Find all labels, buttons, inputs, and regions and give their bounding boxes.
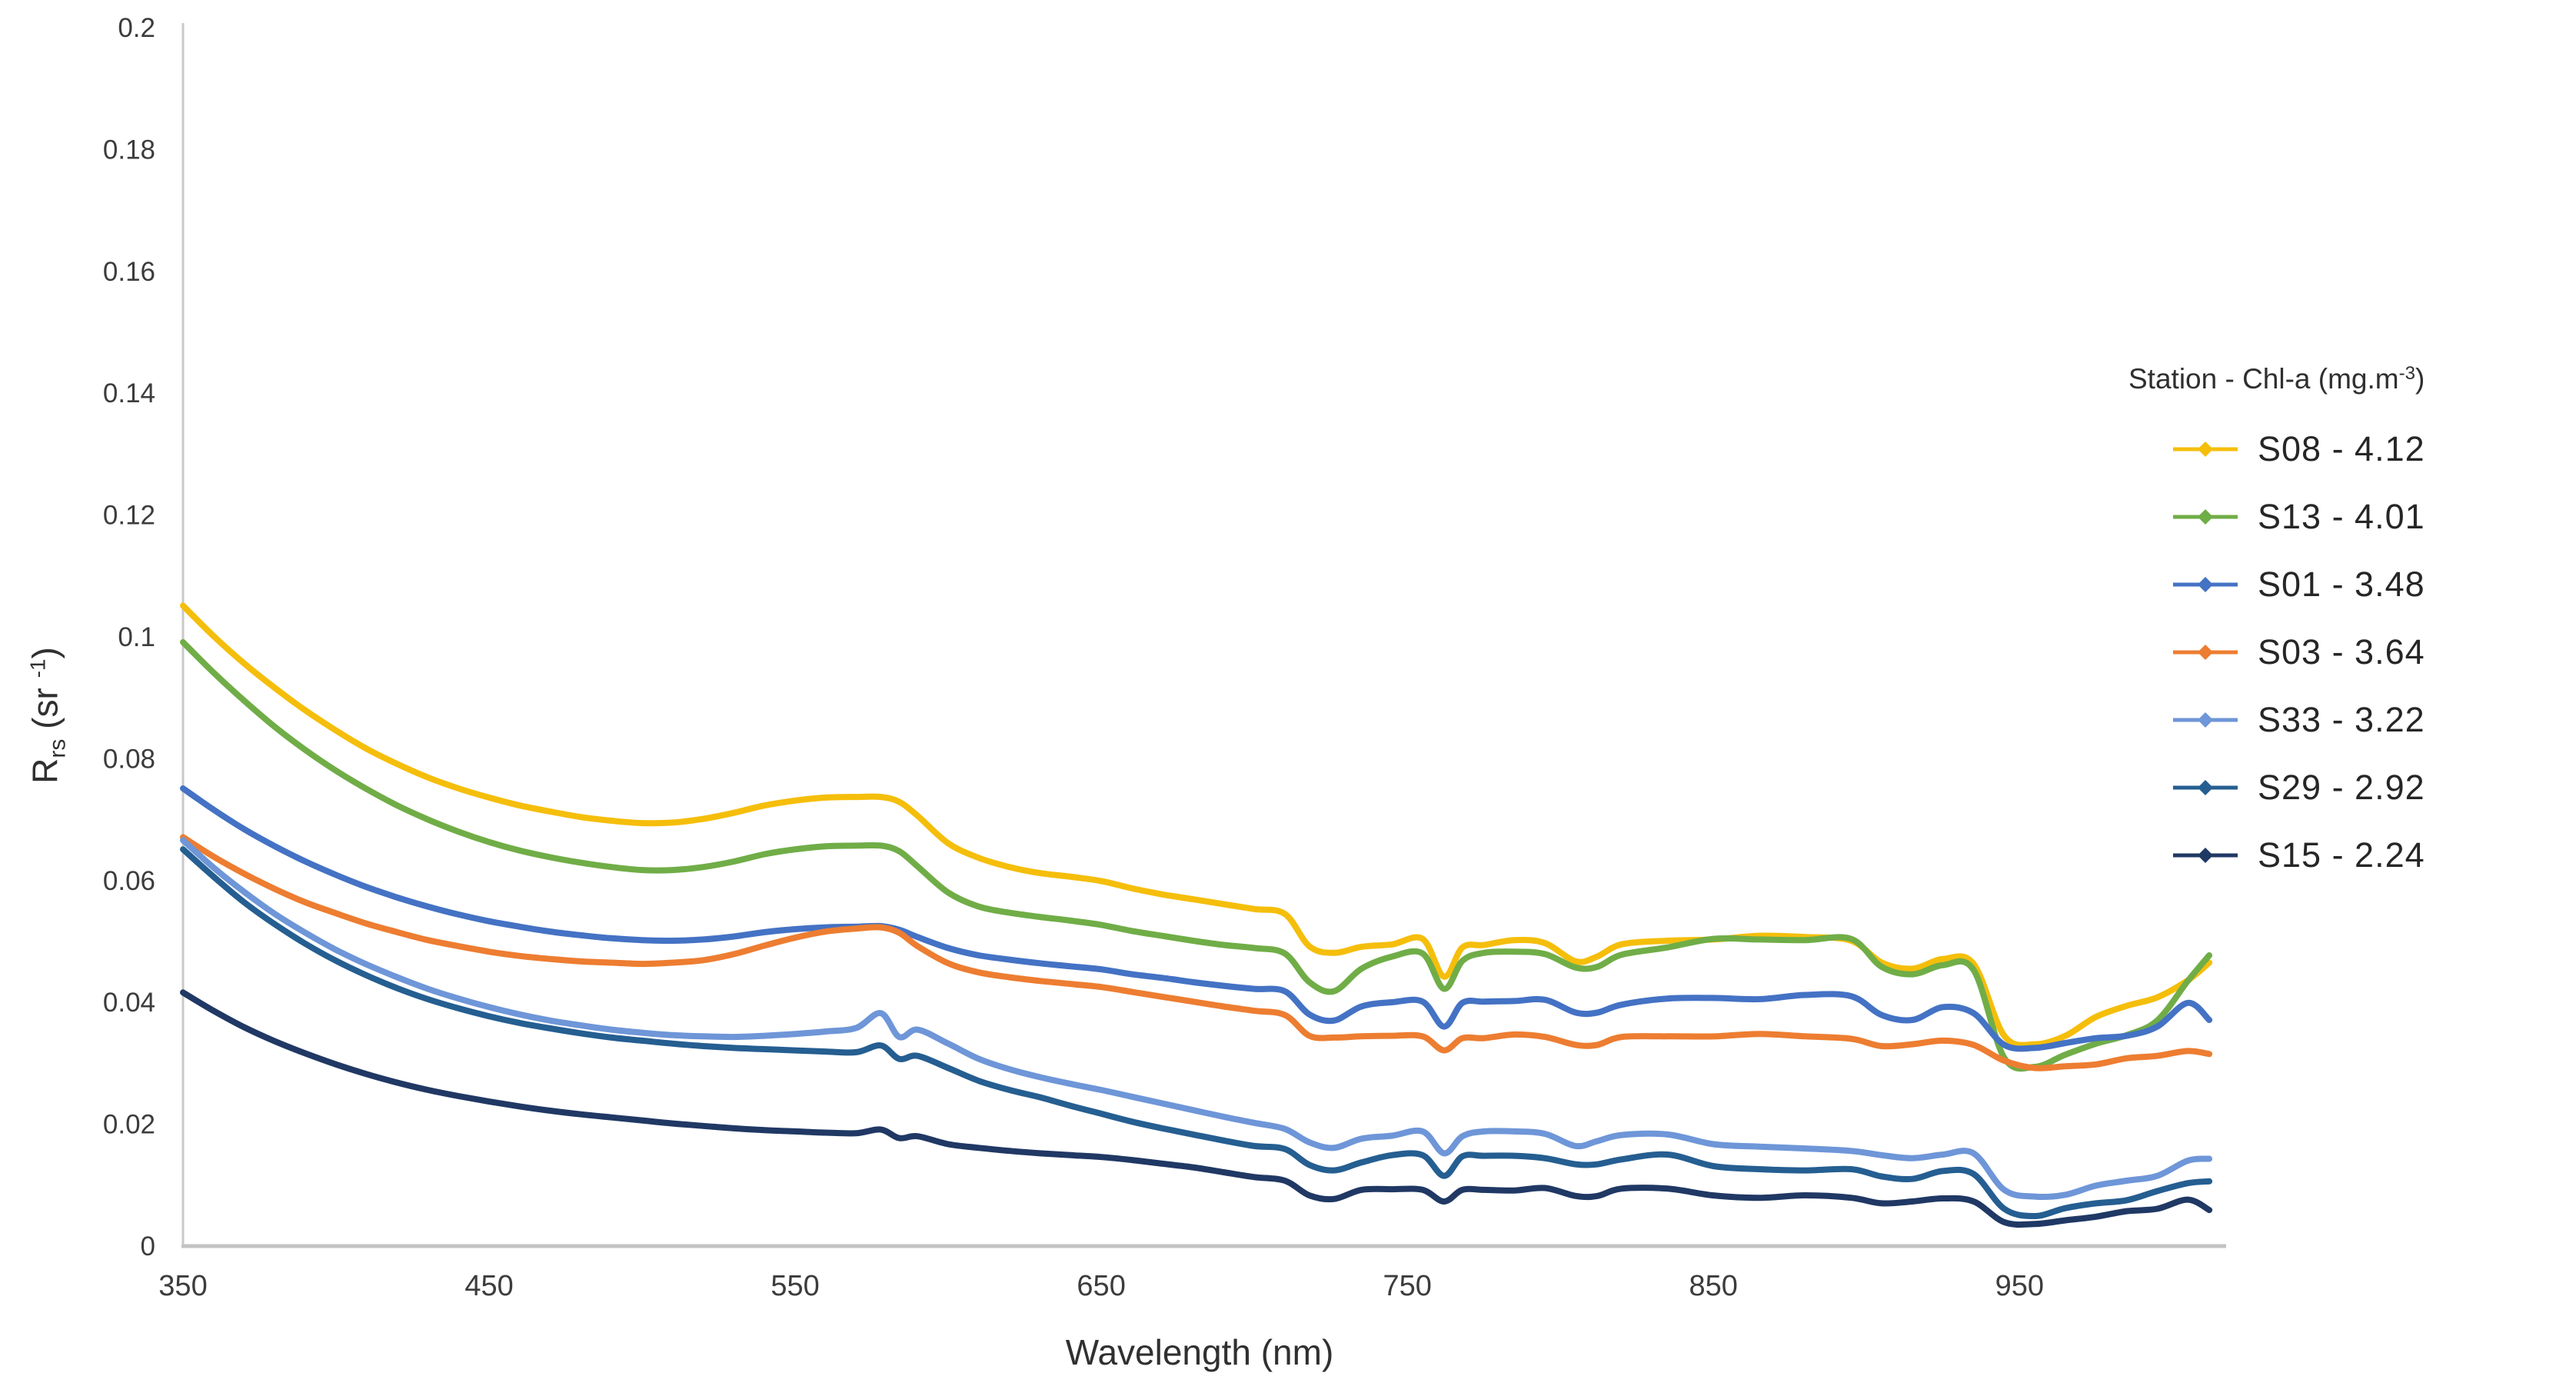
y-tick-label: 0.16 [103,257,155,287]
legend-item-label: S03 - 3.64 [2258,632,2425,672]
y-tick-label: 0.14 [103,378,155,408]
y-tick-label: 0.1 [118,622,155,652]
series-marker-icon [2173,644,2238,660]
x-tick-label: 750 [1383,1270,1431,1302]
series-marker-icon [2173,441,2238,457]
series-marker-icon [2173,576,2238,592]
legend-item-label: S29 - 2.92 [2258,767,2425,807]
legend-item-label: S13 - 4.01 [2258,496,2425,536]
axis-tick-labels: 0 0.02 0.04 0.06 0.08 0.1 0.12 0.14 0.16 0.18 0.2 3… [103,13,2044,1302]
legend-list: S08 - 4.12 S13 - 4.01 S01 - 3.48 [2128,428,2574,875]
y-axis-title-mid: (sr [25,678,65,739]
series-marker-icon [2173,508,2238,525]
series-line-S13 [180,638,2213,1072]
legend-title-base: Station - Chl-a (mg.m [2128,363,2399,395]
series-marker-icon [2173,711,2238,728]
legend-item-S29: S29 - 2.92 [2173,767,2574,807]
x-tick-label: 450 [464,1270,513,1302]
legend-title: Station - Chl-a (mg.m-3) [2128,363,2574,395]
x-tick-label: 350 [158,1270,207,1302]
series-line-S15 [180,989,2213,1228]
y-tick-label: 0.18 [103,135,155,165]
y-tick-label: 0.2 [118,13,155,43]
legend-title-end: ) [2415,363,2425,395]
series-marker-icon [2173,847,2238,863]
series-lines [180,602,2213,1228]
legend-item-S15: S15 - 2.24 [2173,835,2574,875]
legend-item-label: S01 - 3.48 [2258,564,2425,604]
legend-item-S01: S01 - 3.48 [2173,564,2574,604]
series-marker-icon [2173,779,2238,795]
legend-item-S13: S13 - 4.01 [2173,496,2574,536]
y-tick-label: 0 [141,1231,155,1261]
y-tick-label: 0.06 [103,866,155,896]
y-axis-title-sup: -1 [25,658,50,678]
x-tick-label: 950 [1995,1270,2044,1302]
legend-item-S03: S03 - 3.64 [2173,632,2574,672]
y-tick-label: 0.12 [103,501,155,531]
y-axis-title-end: ) [25,647,65,659]
legend-title-sup: -3 [2398,363,2415,384]
y-axis-title-base: R [25,758,65,784]
legend-item-S08: S08 - 4.12 [2173,428,2574,468]
series-line-S03 [180,834,2213,1071]
legend-item-label: S15 - 2.24 [2258,835,2425,875]
y-tick-label: 0.04 [103,988,155,1018]
x-axis-title: Wavelength (nm) [1065,1332,1334,1372]
series-line-S33 [180,837,2213,1201]
y-tick-label: 0.08 [103,744,155,774]
x-tick-label: 550 [770,1270,819,1302]
legend-item-label: S33 - 3.22 [2258,699,2425,739]
y-axis-title-sub: rs [45,738,71,758]
series-line-S29 [180,846,2213,1220]
y-tick-label: 0.02 [103,1110,155,1140]
x-tick-label: 850 [1689,1270,1738,1302]
legend: Station - Chl-a (mg.m-3) S08 - 4.12 [2128,363,2574,905]
x-tick-label: 650 [1077,1270,1125,1302]
series-line-S08 [180,602,2213,1048]
legend-item-label: S08 - 4.12 [2258,428,2425,468]
series-line-S01 [180,785,2213,1052]
legend-item-S33: S33 - 3.22 [2173,699,2574,739]
y-axis-title: Rrs (sr -1) [25,647,72,784]
